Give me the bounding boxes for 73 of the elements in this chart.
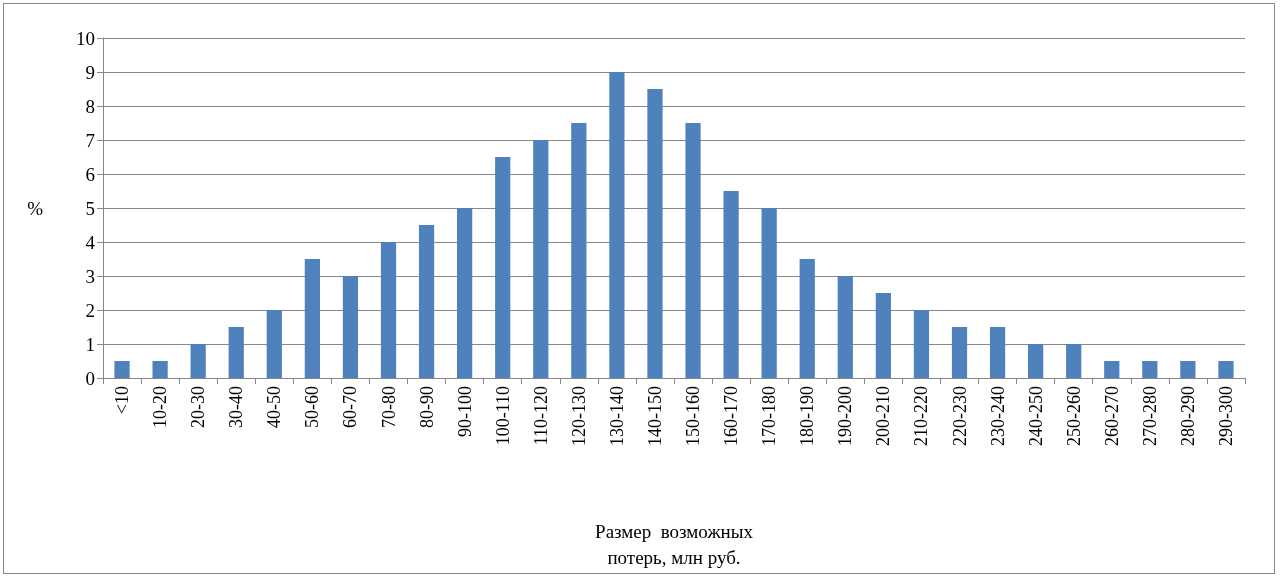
x-tick-label: 10-20 (150, 386, 171, 428)
bar (609, 72, 625, 378)
bar (913, 310, 930, 378)
x-tick-label: 150-160 (683, 386, 704, 446)
x-tick-label: 100-110 (492, 386, 513, 446)
bar (1218, 361, 1234, 378)
bar (837, 276, 853, 378)
x-tick-label: 290-300 (1215, 386, 1236, 446)
bar (418, 225, 435, 378)
bar (571, 123, 587, 378)
x-tick-label: 20-30 (188, 386, 209, 428)
bar (228, 327, 244, 378)
x-tick-label: 110-120 (530, 386, 551, 446)
x-tick-label: <10 (112, 386, 133, 415)
bar (342, 276, 359, 378)
y-tick-label: 3 (85, 265, 95, 287)
bar (951, 327, 968, 378)
bar (457, 208, 473, 378)
y-tick-label: 4 (85, 231, 96, 253)
y-tick-label: 0 (85, 367, 95, 389)
x-tick-label: 230-240 (987, 386, 1008, 446)
y-tick-label: 6 (85, 163, 95, 185)
bar (1028, 344, 1044, 378)
x-tick-label: 270-280 (1139, 386, 1160, 446)
y-tick-label: 10 (76, 27, 95, 49)
x-tick-label: 210-220 (911, 386, 932, 446)
bar (380, 242, 397, 378)
bar (1104, 361, 1120, 378)
x-tick-label: 80-90 (416, 386, 437, 428)
x-tick-label: 250-260 (1063, 386, 1084, 446)
bar (1142, 361, 1158, 378)
x-tick-label: 90-100 (454, 386, 475, 437)
x-tick-label: 280-290 (1177, 386, 1198, 446)
bar (1180, 361, 1196, 378)
bar (114, 361, 130, 378)
y-tick-label: 7 (85, 129, 95, 151)
x-tick-label: 50-60 (302, 386, 323, 428)
x-tick-label: 140-150 (644, 386, 665, 446)
x-tick-label: 220-230 (949, 386, 970, 446)
x-tick-label: 180-190 (797, 386, 818, 446)
x-tick-label: 190-200 (835, 386, 856, 446)
x-tick-label: 160-170 (721, 386, 742, 446)
bar (685, 123, 701, 378)
bar (761, 208, 777, 378)
y-tick-label: 9 (85, 61, 95, 83)
x-tick-label: 130-140 (606, 386, 627, 446)
x-tick-label: 60-70 (340, 386, 361, 428)
x-tick-label: 200-210 (873, 386, 894, 446)
y-axis-title: % (27, 197, 44, 219)
x-tick-label: 30-40 (226, 386, 247, 428)
x-tick-label: 240-250 (1025, 386, 1046, 446)
x-tick-label: 170-180 (759, 386, 780, 446)
bar (1066, 344, 1082, 378)
bar (799, 259, 815, 378)
y-tick-label: 1 (85, 333, 95, 355)
x-axis-title: Размер возможных потерь, млн руб. (595, 520, 754, 568)
x-tick-label: 120-130 (568, 386, 589, 446)
y-tick-label: 5 (85, 197, 95, 219)
bar (266, 310, 282, 378)
x-tick-label: 40-50 (264, 386, 285, 428)
bar (152, 361, 168, 378)
x-tick-label: 260-270 (1101, 386, 1122, 446)
bar (190, 344, 206, 378)
y-tick-label: 8 (85, 95, 95, 117)
y-tick-label: 2 (85, 299, 95, 321)
bar (647, 89, 663, 378)
bar (875, 293, 891, 378)
bar (304, 259, 320, 378)
bar (495, 157, 511, 378)
bar (533, 140, 549, 378)
bar (989, 327, 1006, 378)
x-tick-label: 70-80 (378, 386, 399, 428)
bar (723, 191, 739, 378)
